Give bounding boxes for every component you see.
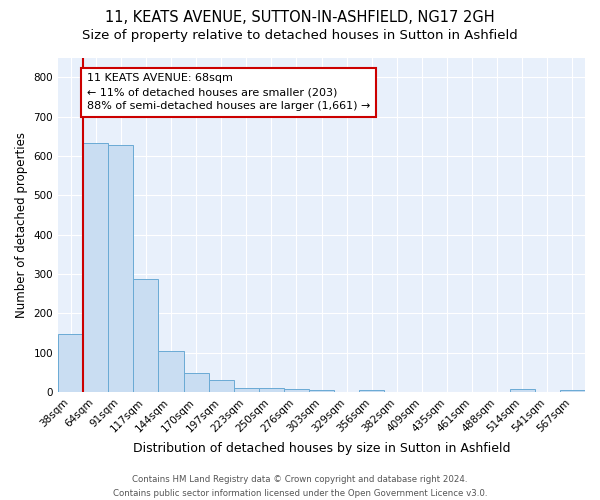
Y-axis label: Number of detached properties: Number of detached properties — [15, 132, 28, 318]
Bar — [158, 352, 184, 392]
Bar — [560, 390, 585, 392]
Text: Size of property relative to detached houses in Sutton in Ashfield: Size of property relative to detached ho… — [82, 29, 518, 42]
Bar — [309, 390, 334, 392]
Bar — [83, 144, 108, 392]
Bar — [233, 388, 259, 392]
Text: 11, KEATS AVENUE, SUTTON-IN-ASHFIELD, NG17 2GH: 11, KEATS AVENUE, SUTTON-IN-ASHFIELD, NG… — [105, 10, 495, 25]
Text: Contains HM Land Registry data © Crown copyright and database right 2024.
Contai: Contains HM Land Registry data © Crown c… — [113, 476, 487, 498]
Bar — [133, 278, 158, 392]
Bar — [108, 145, 133, 392]
Bar — [359, 390, 384, 392]
X-axis label: Distribution of detached houses by size in Sutton in Ashfield: Distribution of detached houses by size … — [133, 442, 510, 455]
Bar — [58, 334, 83, 392]
Bar — [259, 388, 284, 392]
Text: 11 KEATS AVENUE: 68sqm
← 11% of detached houses are smaller (203)
88% of semi-de: 11 KEATS AVENUE: 68sqm ← 11% of detached… — [87, 73, 370, 111]
Bar — [209, 380, 233, 392]
Bar — [510, 389, 535, 392]
Bar — [184, 373, 209, 392]
Bar — [284, 389, 309, 392]
